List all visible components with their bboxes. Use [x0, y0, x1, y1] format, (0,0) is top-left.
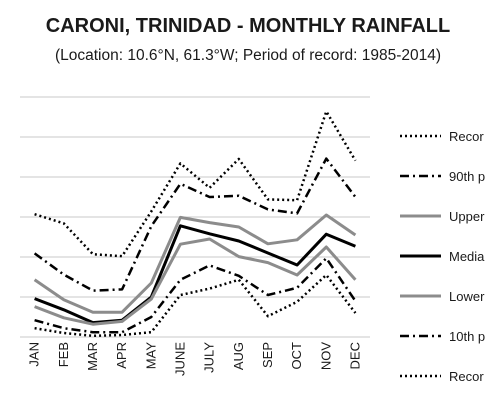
gridlines — [20, 96, 370, 338]
legend-label: Recor — [449, 129, 484, 144]
legend-label: Upper — [449, 209, 485, 224]
legend-label: 90th p — [449, 169, 485, 184]
series-line — [34, 256, 357, 334]
x-tick-label: JUNE — [172, 342, 187, 376]
x-tick-label: APR — [114, 342, 129, 369]
chart-subtitle: (Location: 10.6°N, 61.3°W; Period of rec… — [55, 47, 441, 64]
x-tick-label: JAN — [27, 342, 42, 367]
x-tick-label: SEP — [260, 342, 275, 368]
legend-label: Media — [449, 249, 485, 264]
x-tick-label: AUG — [231, 342, 246, 370]
legend-label: Recor — [449, 369, 484, 384]
series-line — [34, 273, 357, 338]
series-line — [33, 213, 357, 314]
legend: Recor 90th p Upper Media Lower 10th p Recor — [400, 129, 485, 384]
legend-label: Lower — [449, 289, 485, 304]
series-lines — [33, 110, 357, 338]
chart-title: CARONI, TRINIDAD - MONTHLY RAINFALL — [46, 15, 450, 37]
series-line — [33, 157, 357, 292]
series-line — [34, 110, 357, 258]
x-tick-label: NOV — [318, 342, 333, 371]
series-line — [34, 224, 356, 325]
x-tick-label: MAR — [85, 342, 100, 371]
x-tick-label: OCT — [289, 342, 304, 370]
x-tick-label: DEC — [347, 342, 362, 369]
x-tick-label: JULY — [202, 342, 217, 373]
series-line — [34, 237, 357, 326]
x-axis-tick-labels: JAN FEB MAR APR MAY JUNE JULY AUG SEP OCT NOV DEC — [27, 342, 363, 376]
x-tick-label: MAY — [143, 342, 158, 370]
legend-label: 10th p — [449, 329, 485, 344]
x-tick-label: FEB — [56, 342, 71, 367]
